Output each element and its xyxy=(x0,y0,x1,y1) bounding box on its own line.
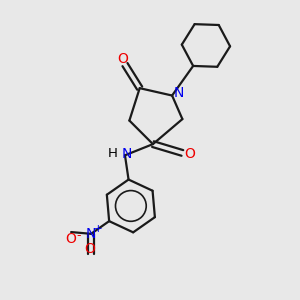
Text: N: N xyxy=(173,86,184,100)
Text: O: O xyxy=(184,147,195,161)
Text: O: O xyxy=(84,242,95,256)
Text: N: N xyxy=(86,227,96,241)
Text: H: H xyxy=(108,147,118,160)
Text: -: - xyxy=(76,229,81,242)
Text: N: N xyxy=(121,147,132,161)
Text: O: O xyxy=(117,52,128,66)
Text: O: O xyxy=(66,232,76,245)
Text: +: + xyxy=(94,224,102,233)
